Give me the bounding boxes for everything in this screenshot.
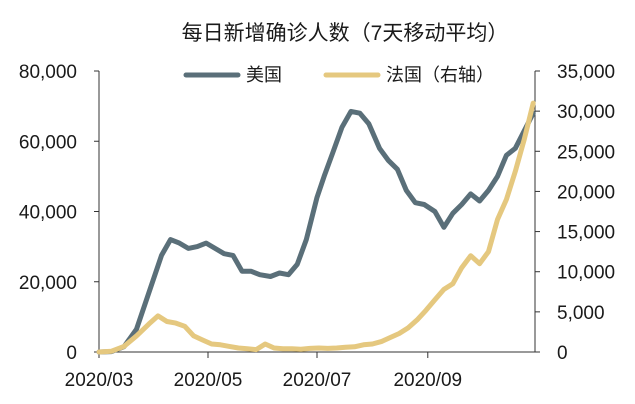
chart-title: 每日新增确诊人数（7天移动平均） [182,22,509,45]
series-line-france [96,100,536,355]
x-tick-label: 2020/03 [65,370,134,391]
right-tick-label: 30,000 [557,102,615,123]
left-tick-label: 60,000 [19,132,77,153]
plot-area [96,100,536,355]
right-tick-label: 25,000 [557,142,615,163]
left-tick-label: 80,000 [19,62,77,83]
x-tick-label: 2020/05 [174,370,243,391]
series-line-usa [96,108,536,355]
x-tick-label: 2020/07 [283,370,352,391]
left-tick-label: 20,000 [19,273,77,294]
right-tick-label: 0 [557,343,568,364]
left-y-axis: 0 20,000 40,000 60,000 80,000 [19,62,100,364]
x-axis: 2020/03 2020/05 2020/07 2020/09 [65,351,535,391]
legend-label: 法国（右轴） [386,65,494,85]
left-tick-label: 0 [66,343,77,364]
legend-label: 美国 [246,65,282,85]
right-tick-label: 20,000 [557,182,615,203]
right-y-axis: 0 5,000 10,000 15,000 20,000 25,000 30,000 35,0… [534,62,615,364]
x-tick-label: 2020/09 [393,370,462,391]
legend: 美国 法国（右轴） [183,65,494,85]
right-tick-label: 15,000 [557,223,615,244]
left-tick-label: 40,000 [19,203,77,224]
right-tick-label: 10,000 [557,263,615,284]
right-tick-label: 35,000 [557,62,615,83]
right-tick-label: 5,000 [557,303,605,324]
